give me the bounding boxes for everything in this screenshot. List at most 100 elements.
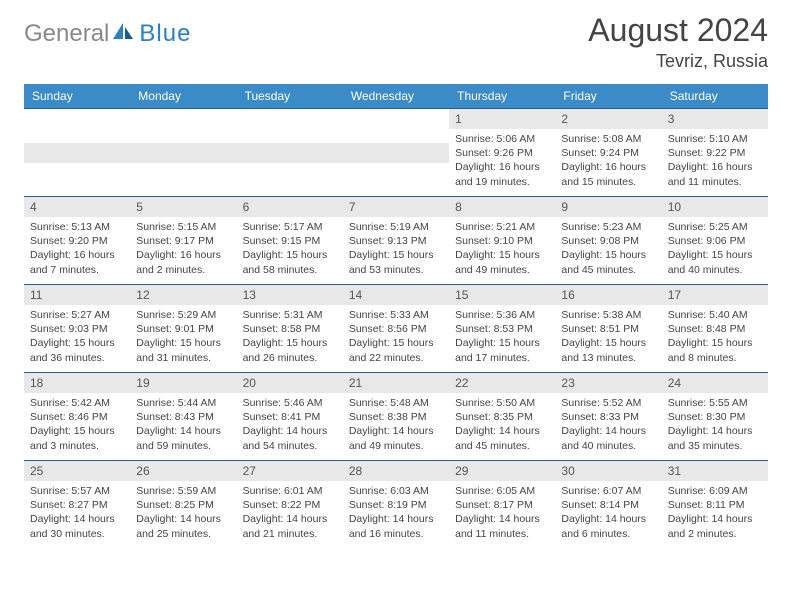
day-cell: 19Sunrise: 5:44 AMSunset: 8:43 PMDayligh… — [130, 373, 236, 461]
calendar-row: 11Sunrise: 5:27 AMSunset: 9:03 PMDayligh… — [24, 285, 768, 373]
day-number: 17 — [662, 285, 768, 305]
day-cell: 22Sunrise: 5:50 AMSunset: 8:35 PMDayligh… — [449, 373, 555, 461]
day-cell: 6Sunrise: 5:17 AMSunset: 9:15 PMDaylight… — [237, 197, 343, 285]
day-info: Sunrise: 5:46 AMSunset: 8:41 PMDaylight:… — [237, 393, 343, 456]
day-number: 15 — [449, 285, 555, 305]
day-cell: 10Sunrise: 5:25 AMSunset: 9:06 PMDayligh… — [662, 197, 768, 285]
day-cell: 23Sunrise: 5:52 AMSunset: 8:33 PMDayligh… — [555, 373, 661, 461]
day-cell: 14Sunrise: 5:33 AMSunset: 8:56 PMDayligh… — [343, 285, 449, 373]
logo-sail-icon — [111, 21, 135, 41]
logo-text-general: General — [24, 20, 109, 48]
day-number: 9 — [555, 197, 661, 217]
title-block: August 2024 Tevriz, Russia — [588, 12, 768, 72]
calendar-row: 18Sunrise: 5:42 AMSunset: 8:46 PMDayligh… — [24, 373, 768, 461]
day-number: 7 — [343, 197, 449, 217]
day-info: Sunrise: 5:15 AMSunset: 9:17 PMDaylight:… — [130, 217, 236, 280]
day-cell: 21Sunrise: 5:48 AMSunset: 8:38 PMDayligh… — [343, 373, 449, 461]
day-info: Sunrise: 5:48 AMSunset: 8:38 PMDaylight:… — [343, 393, 449, 456]
day-info: Sunrise: 6:09 AMSunset: 8:11 PMDaylight:… — [662, 481, 768, 544]
day-cell: 25Sunrise: 5:57 AMSunset: 8:27 PMDayligh… — [24, 461, 130, 549]
day-number: 20 — [237, 373, 343, 393]
location: Tevriz, Russia — [588, 51, 768, 72]
month-title: August 2024 — [588, 12, 768, 49]
day-cell: 29Sunrise: 6:05 AMSunset: 8:17 PMDayligh… — [449, 461, 555, 549]
day-number: 2 — [555, 109, 661, 129]
day-info: Sunrise: 5:25 AMSunset: 9:06 PMDaylight:… — [662, 217, 768, 280]
day-cell: 11Sunrise: 5:27 AMSunset: 9:03 PMDayligh… — [24, 285, 130, 373]
day-number: 29 — [449, 461, 555, 481]
day-info: Sunrise: 5:38 AMSunset: 8:51 PMDaylight:… — [555, 305, 661, 368]
day-info: Sunrise: 5:08 AMSunset: 9:24 PMDaylight:… — [555, 129, 661, 192]
day-number: 11 — [24, 285, 130, 305]
weekday-header: Wednesday — [343, 84, 449, 109]
day-number: 25 — [24, 461, 130, 481]
day-info: Sunrise: 5:57 AMSunset: 8:27 PMDaylight:… — [24, 481, 130, 544]
day-cell: 17Sunrise: 5:40 AMSunset: 8:48 PMDayligh… — [662, 285, 768, 373]
day-number: 10 — [662, 197, 768, 217]
day-number: 14 — [343, 285, 449, 305]
day-number: 21 — [343, 373, 449, 393]
day-cell: 2Sunrise: 5:08 AMSunset: 9:24 PMDaylight… — [555, 109, 661, 197]
weekday-header: Thursday — [449, 84, 555, 109]
day-info: Sunrise: 5:50 AMSunset: 8:35 PMDaylight:… — [449, 393, 555, 456]
day-number: 16 — [555, 285, 661, 305]
day-number: 23 — [555, 373, 661, 393]
day-number: 12 — [130, 285, 236, 305]
weekday-header: Saturday — [662, 84, 768, 109]
day-number: 8 — [449, 197, 555, 217]
day-number: 6 — [237, 197, 343, 217]
day-info: Sunrise: 5:27 AMSunset: 9:03 PMDaylight:… — [24, 305, 130, 368]
day-cell: 31Sunrise: 6:09 AMSunset: 8:11 PMDayligh… — [662, 461, 768, 549]
day-cell: 1Sunrise: 5:06 AMSunset: 9:26 PMDaylight… — [449, 109, 555, 197]
weekday-header-row: Sunday Monday Tuesday Wednesday Thursday… — [24, 84, 768, 109]
day-cell: 7Sunrise: 5:19 AMSunset: 9:13 PMDaylight… — [343, 197, 449, 285]
day-number: 22 — [449, 373, 555, 393]
day-number: 28 — [343, 461, 449, 481]
day-info: Sunrise: 5:21 AMSunset: 9:10 PMDaylight:… — [449, 217, 555, 280]
weekday-header: Monday — [130, 84, 236, 109]
header: General Blue August 2024 Tevriz, Russia — [24, 12, 768, 72]
day-info: Sunrise: 5:13 AMSunset: 9:20 PMDaylight:… — [24, 217, 130, 280]
calendar-row: 4Sunrise: 5:13 AMSunset: 9:20 PMDaylight… — [24, 197, 768, 285]
weekday-header: Friday — [555, 84, 661, 109]
day-info: Sunrise: 5:36 AMSunset: 8:53 PMDaylight:… — [449, 305, 555, 368]
day-info: Sunrise: 5:55 AMSunset: 8:30 PMDaylight:… — [662, 393, 768, 456]
empty-day-cell — [343, 109, 449, 197]
day-info: Sunrise: 5:06 AMSunset: 9:26 PMDaylight:… — [449, 129, 555, 192]
weekday-header: Sunday — [24, 84, 130, 109]
day-info: Sunrise: 5:29 AMSunset: 9:01 PMDaylight:… — [130, 305, 236, 368]
day-info: Sunrise: 5:10 AMSunset: 9:22 PMDaylight:… — [662, 129, 768, 192]
day-number: 1 — [449, 109, 555, 129]
day-cell: 4Sunrise: 5:13 AMSunset: 9:20 PMDaylight… — [24, 197, 130, 285]
weekday-header: Tuesday — [237, 84, 343, 109]
day-cell: 28Sunrise: 6:03 AMSunset: 8:19 PMDayligh… — [343, 461, 449, 549]
day-cell: 18Sunrise: 5:42 AMSunset: 8:46 PMDayligh… — [24, 373, 130, 461]
day-info: Sunrise: 5:19 AMSunset: 9:13 PMDaylight:… — [343, 217, 449, 280]
day-info: Sunrise: 5:23 AMSunset: 9:08 PMDaylight:… — [555, 217, 661, 280]
day-number: 27 — [237, 461, 343, 481]
day-number: 4 — [24, 197, 130, 217]
day-number: 13 — [237, 285, 343, 305]
day-cell: 5Sunrise: 5:15 AMSunset: 9:17 PMDaylight… — [130, 197, 236, 285]
day-cell: 3Sunrise: 5:10 AMSunset: 9:22 PMDaylight… — [662, 109, 768, 197]
day-info: Sunrise: 5:31 AMSunset: 8:58 PMDaylight:… — [237, 305, 343, 368]
day-number: 3 — [662, 109, 768, 129]
day-cell: 20Sunrise: 5:46 AMSunset: 8:41 PMDayligh… — [237, 373, 343, 461]
day-number: 18 — [24, 373, 130, 393]
day-number: 30 — [555, 461, 661, 481]
day-number: 26 — [130, 461, 236, 481]
day-cell: 12Sunrise: 5:29 AMSunset: 9:01 PMDayligh… — [130, 285, 236, 373]
day-cell: 15Sunrise: 5:36 AMSunset: 8:53 PMDayligh… — [449, 285, 555, 373]
calendar-row: 25Sunrise: 5:57 AMSunset: 8:27 PMDayligh… — [24, 461, 768, 549]
day-number: 5 — [130, 197, 236, 217]
day-cell: 24Sunrise: 5:55 AMSunset: 8:30 PMDayligh… — [662, 373, 768, 461]
day-info: Sunrise: 6:07 AMSunset: 8:14 PMDaylight:… — [555, 481, 661, 544]
day-info: Sunrise: 6:03 AMSunset: 8:19 PMDaylight:… — [343, 481, 449, 544]
day-cell: 30Sunrise: 6:07 AMSunset: 8:14 PMDayligh… — [555, 461, 661, 549]
day-info: Sunrise: 5:44 AMSunset: 8:43 PMDaylight:… — [130, 393, 236, 456]
logo-text-blue: Blue — [139, 20, 191, 48]
day-info: Sunrise: 6:05 AMSunset: 8:17 PMDaylight:… — [449, 481, 555, 544]
day-cell: 27Sunrise: 6:01 AMSunset: 8:22 PMDayligh… — [237, 461, 343, 549]
day-info: Sunrise: 5:33 AMSunset: 8:56 PMDaylight:… — [343, 305, 449, 368]
day-cell: 16Sunrise: 5:38 AMSunset: 8:51 PMDayligh… — [555, 285, 661, 373]
